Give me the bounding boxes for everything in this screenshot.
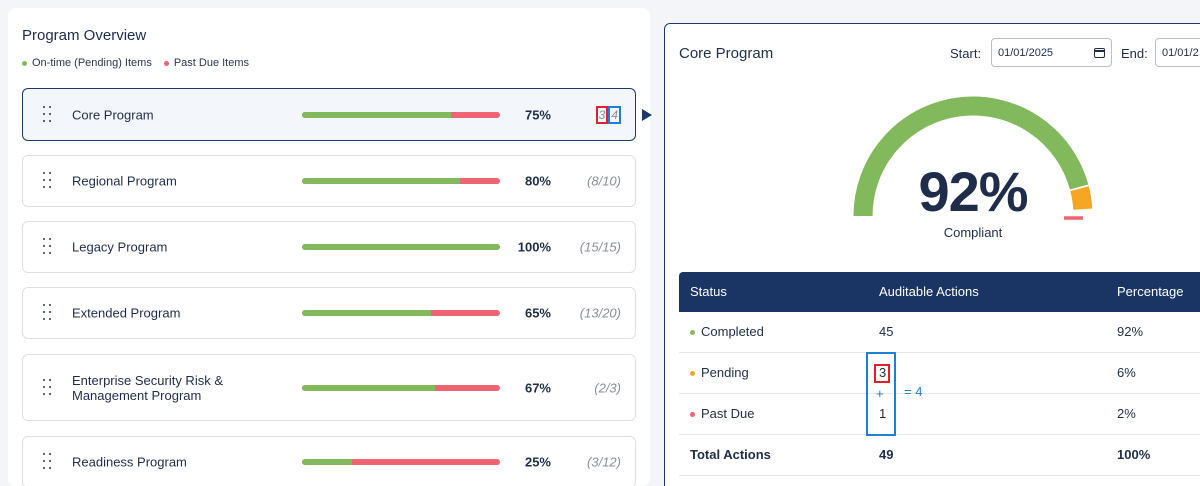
- drag-handle-icon[interactable]: [41, 238, 53, 256]
- start-date-input[interactable]: 01/01/2025: [991, 38, 1112, 67]
- percent-cell: 6%: [1117, 365, 1136, 380]
- program-name: Extended Program: [72, 305, 181, 321]
- program-card-regional[interactable]: Regional Program 80% (8/10): [22, 155, 636, 207]
- drag-handle-icon[interactable]: [41, 304, 53, 322]
- progress-fill: [302, 178, 461, 184]
- green-dot-icon: [22, 60, 27, 66]
- progress-bar: [302, 178, 500, 184]
- percent-cell: 92%: [1117, 324, 1144, 339]
- percent-cell: 2%: [1117, 406, 1136, 421]
- table-row: Past Due 1 2%: [679, 394, 1200, 435]
- green-dot-icon: [690, 330, 695, 336]
- progress-fill: [302, 244, 500, 250]
- program-name: Regional Program: [72, 173, 177, 189]
- header-auditable-actions: Auditable Actions: [879, 284, 979, 299]
- start-label: Start:: [950, 46, 982, 61]
- total-actions: 49: [879, 447, 894, 462]
- program-detail-panel: Core Program Start: 01/01/2025 End: 01/0…: [664, 23, 1200, 486]
- program-percent: 75%: [524, 107, 551, 122]
- legend: On-time (Pending) Items Past Due Items: [22, 57, 249, 69]
- program-overview-panel: Program Overview On-time (Pending) Items…: [8, 8, 650, 486]
- legend-item-past-due: Past Due Items: [163, 57, 249, 69]
- actions-cell: 45: [879, 324, 894, 339]
- program-name: Core Program: [72, 107, 154, 122]
- program-percent: 65%: [524, 305, 551, 321]
- total-count-highlight: 4: [608, 105, 621, 124]
- progress-bar: [302, 244, 500, 250]
- program-card-readiness[interactable]: Readiness Program 25% (3/12): [22, 436, 636, 486]
- status-cell: Completed: [690, 312, 764, 352]
- program-name: Readiness Program: [72, 454, 187, 470]
- drag-handle-icon[interactable]: [41, 453, 53, 471]
- detail-title: Core Program: [679, 45, 774, 62]
- status-cell: Past Due: [690, 394, 754, 434]
- progress-fill: [302, 111, 451, 118]
- table-header: Status Auditable Actions Percentage: [679, 272, 1200, 312]
- red-dot-icon: [163, 60, 169, 66]
- drag-handle-icon[interactable]: [41, 105, 53, 124]
- orange-dot-icon: [690, 371, 695, 377]
- gauge-arc-completed: [853, 96, 1089, 217]
- sum-annotation-box: [866, 352, 896, 436]
- progress-bar: [302, 384, 500, 391]
- gauge-value: 92%: [918, 160, 1028, 223]
- program-count: (13/20): [579, 305, 621, 321]
- progress-bar: [302, 310, 500, 316]
- progress-fill: [302, 310, 431, 316]
- overview-title: Program Overview: [22, 27, 147, 44]
- compliance-gauge: [853, 96, 1093, 220]
- end-date-input[interactable]: 01/01/2: [1155, 38, 1200, 67]
- program-percent: 67%: [524, 380, 551, 395]
- actions-cell: 3: [879, 365, 887, 380]
- program-card-legacy[interactable]: Legacy Program 100% (15/15): [22, 221, 636, 273]
- equals-annotation: = 4: [904, 384, 923, 399]
- plus-annotation: +: [876, 386, 884, 401]
- total-percent: 100%: [1117, 447, 1151, 462]
- program-percent: 100%: [517, 239, 551, 255]
- status-table: Status Auditable Actions Percentage Comp…: [679, 272, 1200, 476]
- table-row: Completed 45 92%: [679, 312, 1200, 353]
- program-count: (15/15): [579, 239, 621, 255]
- calendar-icon[interactable]: [1094, 48, 1105, 58]
- progress-fill: [302, 384, 435, 391]
- drag-handle-icon[interactable]: [41, 172, 53, 190]
- program-count: (3/12): [587, 454, 621, 470]
- program-card-extended[interactable]: Extended Program 65% (13/20): [22, 287, 636, 339]
- total-label: Total Actions: [690, 447, 771, 462]
- program-name: Legacy Program: [72, 239, 168, 255]
- table-row: Pending 3 6%: [679, 353, 1200, 394]
- program-count: (8/10): [587, 173, 621, 189]
- progress-bar: [302, 111, 500, 118]
- end-label: End:: [1121, 46, 1148, 61]
- progress-fill: [302, 459, 352, 465]
- gauge-label: Compliant: [943, 225, 1003, 240]
- pending-annotation-box: [874, 364, 890, 383]
- table-total-row: Total Actions 49 100%: [679, 435, 1200, 476]
- header-percentage: Percentage: [1117, 284, 1184, 299]
- status-cell: Pending: [690, 353, 749, 393]
- header-status: Status: [690, 284, 727, 299]
- actions-cell: 1: [879, 406, 887, 421]
- program-name: Enterprise Security Risk & Management Pr…: [72, 372, 223, 403]
- program-percent: 25%: [524, 454, 551, 470]
- red-dot-icon: [690, 412, 695, 418]
- program-percent: 80%: [524, 173, 551, 189]
- program-card-enterprise-security[interactable]: Enterprise Security Risk & Management Pr…: [22, 354, 636, 421]
- gauge-arc-pending: [1070, 186, 1093, 210]
- legend-item-on-time: On-time (Pending) Items: [22, 57, 152, 69]
- program-count: (2/3): [594, 380, 621, 395]
- progress-bar: [302, 459, 500, 465]
- drag-handle-icon[interactable]: [41, 378, 53, 397]
- pending-count-highlight: 3: [595, 105, 609, 124]
- selected-arrow-icon: [642, 109, 652, 121]
